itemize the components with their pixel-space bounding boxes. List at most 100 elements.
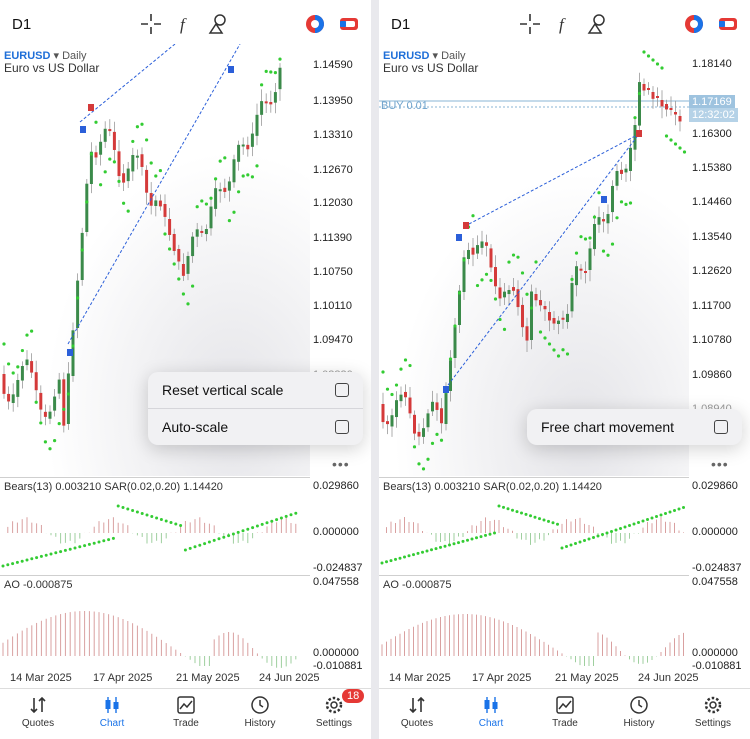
symbol-title[interactable]: EURUSD ▾ Daily [4,50,87,62]
price-label: 1.12670 [313,164,353,176]
symbol-name: EURUSD [4,50,51,62]
tab-quotes[interactable]: Quotes [1,689,75,739]
sar-dot [227,219,231,223]
sar-dot [480,278,484,282]
sar-dot [462,258,466,262]
tab-chart[interactable]: Chart [454,689,528,739]
candle-body [25,359,29,366]
auto-scale-item[interactable]: Auto-scale [148,409,363,445]
symbol-title[interactable]: EURUSD ▾ Daily [383,50,466,62]
sar-dot [511,508,514,512]
candle-body [48,411,52,419]
one-click-trading-icon[interactable] [303,12,327,36]
more-options-button[interactable]: ••• [332,456,350,472]
sar-dot [131,139,135,144]
tab-history[interactable]: History [223,689,297,739]
gear-icon [704,696,722,714]
candle-body [11,394,15,403]
sar-dot [203,542,207,546]
candle-body [200,230,204,233]
candle-body [521,304,524,328]
ao-indicator-pane[interactable] [0,575,310,673]
date-label: 14 Mar 2025 [10,672,72,684]
sar-dot [20,348,24,353]
tab-chart[interactable]: Chart [75,689,149,739]
time-axis[interactable]: 14 Mar 2025 17 Apr 2025 21 May 2025 24 J… [379,672,750,686]
candle-body [181,264,185,276]
sar-dot [461,539,465,543]
sar-dot [426,457,430,461]
candle-body [7,393,11,402]
price-axis[interactable]: 1.14590 1.13950 1.13310 1.12670 1.12030 … [310,44,371,676]
account-switch-icon[interactable] [337,12,361,36]
sar-dot [650,516,654,520]
sar-dot [682,506,685,509]
account-switch-icon[interactable] [716,12,740,36]
sar-dot [448,543,451,547]
candle-body [561,317,565,320]
sar-dot [660,66,664,70]
sar-dot [385,387,390,391]
sar-dot [78,545,82,549]
candle-body [204,229,208,235]
indicators-f-icon[interactable]: f [552,12,576,36]
chart-screen-left: D1 f EURUSD ▾ Daily Euro vs US Dollar 1.… [0,0,371,739]
candle-body [656,96,659,98]
price-chart[interactable] [379,44,689,476]
ao-indicator-pane[interactable] [379,575,689,673]
bears-indicator-pane[interactable] [0,477,310,575]
objects-icon[interactable] [586,12,610,36]
candle-body [440,408,443,424]
candle-body [624,168,628,173]
buy-position-label[interactable]: BUY 0.01 [381,100,428,112]
sar-dot [198,543,202,547]
free-chart-movement-item[interactable]: Free chart movement [527,409,742,445]
chart-background [379,44,689,476]
sar-dot [493,531,496,535]
sar-dot [583,539,586,542]
candle-body [386,421,389,425]
sar-dot [66,392,70,396]
sar-dot [641,519,645,523]
sar-dot [195,205,199,209]
tab-trade[interactable]: Trade [528,689,602,739]
candle-body [278,67,282,90]
tab-settings[interactable]: Settings [676,689,750,739]
timeframe-button[interactable]: D1 [12,16,32,33]
sar-dot [135,125,139,129]
tab-quotes[interactable]: Quotes [380,689,454,739]
tab-history[interactable]: History [602,689,676,739]
tab-settings[interactable]: Settings 18 [297,689,371,739]
tab-trade[interactable]: Trade [149,689,223,739]
indicators-f-icon[interactable]: f [173,12,197,36]
sar-dot [73,546,77,550]
reset-vertical-scale-item[interactable]: Reset vertical scale [148,372,363,408]
sar-dot [102,539,106,543]
sar-dot [542,518,546,522]
candle-body [43,411,47,417]
candle-body [34,372,38,391]
price-axis[interactable]: 1.18140 1.17169 12:32:02 1.16300 1.15380… [689,44,750,676]
ao-axis-label: 0.047558 [692,576,738,588]
one-click-trading-icon[interactable] [682,12,706,36]
time-axis[interactable]: 14 Mar 2025 17 Apr 2025 21 May 2025 24 J… [0,672,371,686]
objects-icon[interactable] [207,12,231,36]
crosshair-icon[interactable] [139,12,163,36]
sar-dot [502,505,505,509]
price-label: 1.11390 [313,232,352,244]
date-label: 17 Apr 2025 [472,672,532,684]
bears-indicator-pane[interactable] [379,477,689,575]
sar-dot [556,354,561,358]
sar-dot [664,134,669,138]
candlestick-icon [105,697,119,713]
candle-body [20,366,24,381]
sar-dot [85,200,89,204]
sar-dot [381,370,385,374]
gear-icon [325,696,343,714]
crosshair-icon[interactable] [518,12,542,36]
timeframe-button[interactable]: D1 [391,16,411,33]
more-options-button[interactable]: ••• [711,456,729,472]
sar-dot [209,196,213,200]
candle-body [633,125,637,150]
sar-dot [390,392,394,397]
